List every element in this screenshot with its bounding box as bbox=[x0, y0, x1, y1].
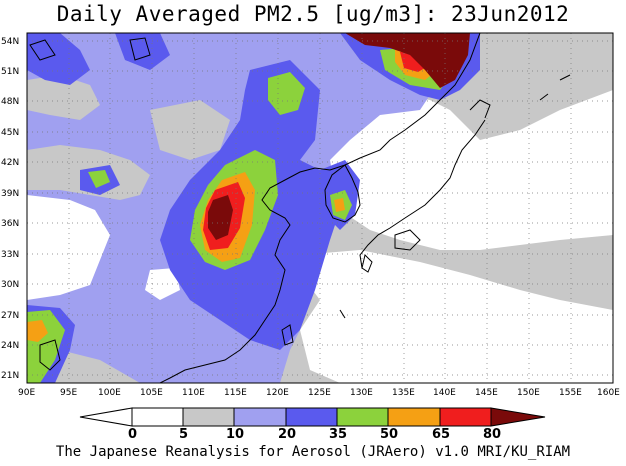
lon-label: 115E bbox=[224, 388, 247, 398]
contour-0-5-east bbox=[430, 100, 613, 235]
lat-label: 30N bbox=[1, 280, 19, 290]
colorbar-label: 0 bbox=[128, 427, 137, 442]
contour-20-35-nw2 bbox=[115, 33, 170, 70]
lon-label: 160E bbox=[597, 388, 620, 398]
coastlines bbox=[29, 33, 491, 383]
contour-80-main bbox=[208, 195, 233, 240]
contour-35-50-north bbox=[268, 72, 305, 115]
colorbar-segment bbox=[285, 407, 338, 427]
pm25-contours bbox=[27, 33, 613, 383]
lat-label: 42N bbox=[1, 158, 19, 168]
contour-0-5-sea bbox=[300, 250, 613, 383]
lon-label: 125E bbox=[308, 388, 331, 398]
lon-label: 105E bbox=[140, 388, 163, 398]
colorbar-label: 10 bbox=[226, 427, 244, 442]
lat-label: 27N bbox=[1, 311, 19, 321]
lat-label: 45N bbox=[1, 128, 19, 138]
map-title: Daily Averaged PM2.5 [ug/m3]: 23Jun2012 bbox=[56, 2, 570, 26]
colorbar-label: 50 bbox=[380, 427, 398, 442]
lon-label: 95E bbox=[60, 388, 77, 398]
contour-80-north bbox=[345, 33, 470, 88]
lat-label: 39N bbox=[1, 189, 19, 199]
colorbar-label: 35 bbox=[329, 427, 347, 442]
colorbar-label: 65 bbox=[432, 427, 450, 442]
lon-label: 100E bbox=[98, 388, 121, 398]
colorbar-label: 5 bbox=[179, 427, 188, 442]
map-frame bbox=[26, 32, 614, 384]
colorbar-segment bbox=[182, 407, 235, 427]
contour-5-10-mid bbox=[150, 100, 230, 160]
lat-label: 51N bbox=[1, 67, 19, 77]
lat-label: 33N bbox=[1, 250, 19, 260]
lon-label: 140E bbox=[433, 388, 456, 398]
colorbar-labels: 0 5 10 20 35 50 65 80 bbox=[128, 427, 501, 442]
colorbar-label: 20 bbox=[278, 427, 296, 442]
lat-label: 36N bbox=[1, 219, 19, 229]
contour-5-10-nw bbox=[27, 75, 100, 120]
footer-credit: The Japanese Reanalysis for Aerosol (JRA… bbox=[55, 444, 571, 460]
latitude-axis: 54N 51N 48N 45N 42N 39N 36N 33N 30N 27N … bbox=[1, 37, 19, 381]
lon-label: 110E bbox=[182, 388, 205, 398]
longitude-axis: 90E 95E 100E 105E 110E 115E 120E 125E 13… bbox=[18, 388, 620, 398]
lat-label: 54N bbox=[1, 37, 19, 47]
colorbar bbox=[79, 407, 546, 427]
colorbar-arrow-high bbox=[490, 407, 546, 427]
lon-label: 120E bbox=[266, 388, 289, 398]
contour-0-5-inner-west bbox=[27, 195, 110, 300]
contour-50-65-korea bbox=[334, 198, 345, 212]
lon-label: 155E bbox=[559, 388, 582, 398]
colorbar-segment bbox=[336, 407, 389, 427]
colorbar-segment bbox=[131, 407, 184, 427]
contour-35-50-west bbox=[88, 170, 110, 188]
lon-label: 90E bbox=[18, 388, 35, 398]
colorbar-segment bbox=[439, 407, 492, 427]
lon-label: 135E bbox=[392, 388, 415, 398]
colorbar-arrow-low bbox=[79, 407, 133, 427]
lon-label: 145E bbox=[475, 388, 498, 398]
lon-label: 130E bbox=[350, 388, 373, 398]
colorbar-label: 80 bbox=[483, 427, 501, 442]
lat-label: 24N bbox=[1, 341, 19, 351]
lon-label: 150E bbox=[517, 388, 540, 398]
islands bbox=[281, 74, 571, 346]
contour-20-35-nw bbox=[27, 33, 90, 85]
colorbar-segment bbox=[387, 407, 441, 427]
lat-label: 48N bbox=[1, 97, 19, 107]
grid-lines bbox=[27, 33, 613, 383]
contour-50-65-sw bbox=[27, 320, 48, 342]
lat-label: 21N bbox=[1, 371, 19, 381]
colorbar-segment bbox=[233, 407, 287, 427]
